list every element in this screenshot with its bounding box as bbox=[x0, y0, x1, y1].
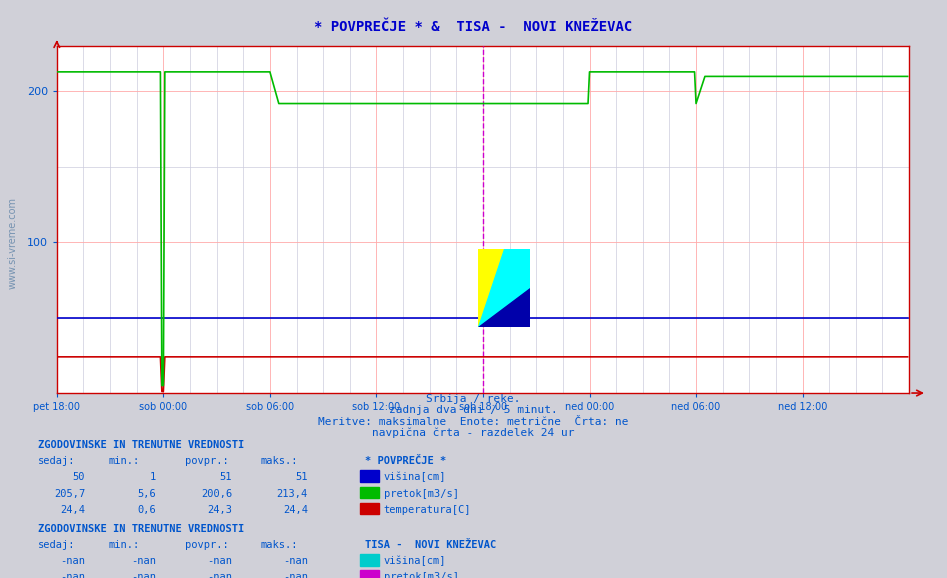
Text: povpr.:: povpr.: bbox=[185, 456, 228, 466]
Text: 200,6: 200,6 bbox=[201, 488, 232, 498]
Text: www.si-vreme.com: www.si-vreme.com bbox=[8, 197, 17, 289]
Polygon shape bbox=[478, 249, 505, 327]
Text: 51: 51 bbox=[220, 472, 232, 482]
Text: 51: 51 bbox=[295, 472, 308, 482]
Text: -nan: -nan bbox=[132, 572, 156, 578]
Text: Meritve: maksimalne  Enote: metrične  Črta: ne: Meritve: maksimalne Enote: metrične Črta… bbox=[318, 417, 629, 427]
Text: 213,4: 213,4 bbox=[277, 488, 308, 498]
Text: -nan: -nan bbox=[61, 556, 85, 566]
Text: 24,3: 24,3 bbox=[207, 505, 232, 514]
Text: 24,4: 24,4 bbox=[61, 505, 85, 514]
Text: maks.:: maks.: bbox=[260, 540, 298, 550]
Text: -nan: -nan bbox=[132, 556, 156, 566]
Text: 205,7: 205,7 bbox=[54, 488, 85, 498]
Text: -nan: -nan bbox=[207, 556, 232, 566]
Text: 24,4: 24,4 bbox=[283, 505, 308, 514]
Text: pretok[m3/s]: pretok[m3/s] bbox=[384, 572, 458, 578]
Text: maks.:: maks.: bbox=[260, 456, 298, 466]
Text: -nan: -nan bbox=[207, 572, 232, 578]
Text: višina[cm]: višina[cm] bbox=[384, 555, 446, 566]
Text: pretok[m3/s]: pretok[m3/s] bbox=[384, 488, 458, 498]
Text: temperatura[C]: temperatura[C] bbox=[384, 505, 471, 514]
Text: * POVPREČJE * &  TISA -  NOVI KNEŽEVAC: * POVPREČJE * & TISA - NOVI KNEŽEVAC bbox=[314, 20, 633, 34]
Text: 1: 1 bbox=[150, 472, 156, 482]
Text: povpr.:: povpr.: bbox=[185, 540, 228, 550]
Text: 0,6: 0,6 bbox=[137, 505, 156, 514]
Polygon shape bbox=[478, 287, 530, 327]
Text: sedaj:: sedaj: bbox=[38, 456, 76, 466]
Text: sedaj:: sedaj: bbox=[38, 540, 76, 550]
Text: zadnja dva dni / 5 minut.: zadnja dva dni / 5 minut. bbox=[389, 405, 558, 415]
Text: 5,6: 5,6 bbox=[137, 488, 156, 498]
Text: višina[cm]: višina[cm] bbox=[384, 472, 446, 482]
Text: TISA -  NOVI KNEŽEVAC: TISA - NOVI KNEŽEVAC bbox=[365, 540, 496, 550]
Text: -nan: -nan bbox=[283, 572, 308, 578]
Text: min.:: min.: bbox=[109, 456, 140, 466]
Text: * POVPREČJE *: * POVPREČJE * bbox=[365, 456, 446, 466]
Text: Srbija / reke.: Srbija / reke. bbox=[426, 394, 521, 403]
Text: 50: 50 bbox=[73, 472, 85, 482]
Text: ZGODOVINSKE IN TRENUTNE VREDNOSTI: ZGODOVINSKE IN TRENUTNE VREDNOSTI bbox=[38, 524, 244, 533]
Text: ZGODOVINSKE IN TRENUTNE VREDNOSTI: ZGODOVINSKE IN TRENUTNE VREDNOSTI bbox=[38, 440, 244, 450]
Text: min.:: min.: bbox=[109, 540, 140, 550]
Text: -nan: -nan bbox=[61, 572, 85, 578]
Text: navpična črta - razdelek 24 ur: navpična črta - razdelek 24 ur bbox=[372, 428, 575, 438]
Text: -nan: -nan bbox=[283, 556, 308, 566]
Polygon shape bbox=[478, 249, 530, 327]
